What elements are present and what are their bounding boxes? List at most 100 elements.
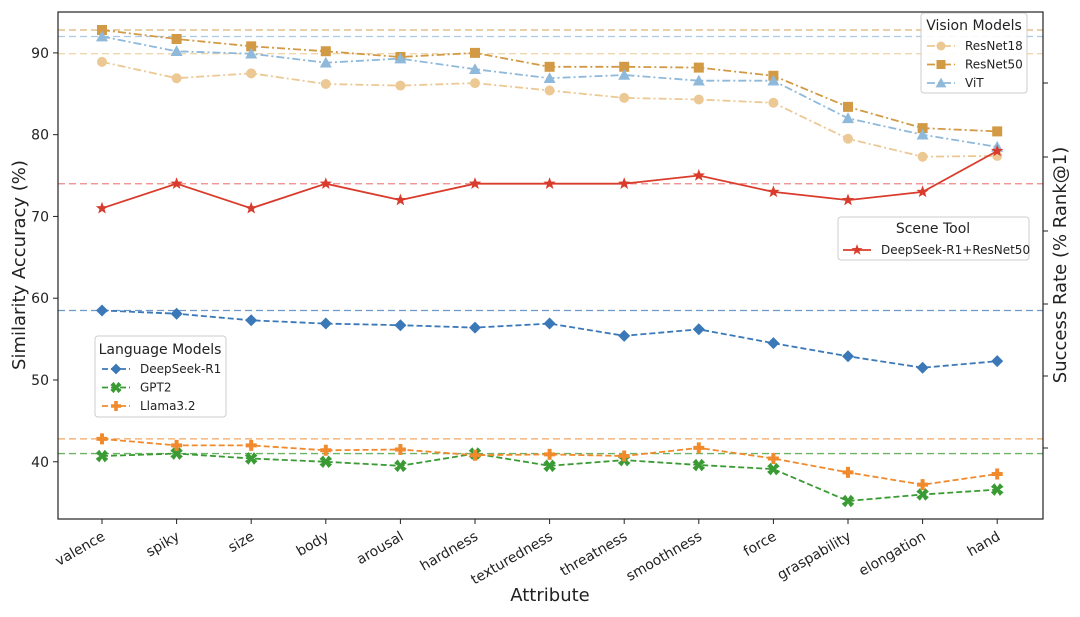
y-axis-title: Similarity Accuracy (%) — [9, 160, 30, 370]
legend-swatch-marker — [110, 363, 122, 375]
x-tick-label: texturedness — [468, 529, 555, 589]
series-resnet50 — [97, 24, 1003, 137]
series-llama3-2 — [96, 433, 1003, 491]
y-tick-label: 70 — [31, 209, 49, 225]
data-point — [320, 444, 332, 456]
data-point — [767, 462, 780, 476]
data-point — [319, 177, 332, 189]
data-point — [470, 78, 480, 89]
data-point — [990, 483, 1004, 496]
x-tick-label: size — [226, 529, 258, 556]
data-point — [767, 74, 780, 86]
data-point — [394, 443, 406, 455]
data-point — [394, 193, 407, 206]
legend-scene-tool: Scene Tool DeepSeek-R1+ResNet50 — [837, 216, 1030, 261]
data-point — [843, 101, 853, 112]
data-point — [619, 92, 630, 103]
data-point — [319, 56, 332, 68]
data-point — [842, 466, 854, 478]
data-point — [544, 61, 555, 72]
data-point — [245, 201, 258, 214]
data-point — [767, 185, 780, 198]
series-line — [101, 438, 998, 486]
legend-title: Language Models — [99, 342, 222, 358]
y2-axis — [1043, 82, 1048, 449]
data-point — [842, 350, 854, 363]
data-point — [692, 458, 706, 472]
data-point — [693, 62, 704, 73]
data-point — [320, 78, 331, 89]
data-point — [244, 452, 258, 465]
series-layer — [95, 24, 1004, 508]
data-point — [470, 47, 480, 58]
data-point — [916, 128, 929, 140]
series-vit — [96, 30, 1004, 152]
legend-swatch-marker — [936, 60, 946, 69]
series-resnet18 — [97, 56, 1003, 162]
data-point — [692, 74, 705, 86]
data-point — [320, 46, 331, 57]
legend-entry: ViT — [927, 76, 984, 90]
x-tick-label: threatness — [558, 529, 631, 580]
x-tick-label: spiky — [143, 529, 182, 561]
reference-lines — [58, 29, 1043, 455]
series-deepseek-r1 — [96, 304, 1004, 374]
data-point — [543, 72, 556, 84]
legend-entry: DeepSeek-R1+ResNet50 — [843, 243, 1030, 257]
legend-entry: GPT2 — [102, 381, 172, 395]
y-tick-label: 40 — [31, 455, 49, 471]
data-point — [916, 185, 929, 198]
legend-swatch-marker — [935, 77, 947, 88]
data-point — [544, 85, 555, 96]
x-tick-label: valence — [53, 529, 108, 570]
data-point — [543, 317, 556, 330]
legend-vision-models: Vision Models ResNet18 ResNet50 ViT — [920, 12, 1028, 94]
data-point — [394, 52, 407, 64]
data-point — [992, 126, 1003, 137]
data-point — [544, 448, 556, 460]
data-point — [394, 319, 407, 332]
data-point — [917, 479, 929, 491]
data-point — [468, 177, 482, 189]
legend-label: GPT2 — [140, 381, 172, 395]
legend-label: Llama3.2 — [140, 399, 196, 413]
legend-entry: ResNet18 — [927, 39, 1023, 53]
data-point — [841, 494, 855, 508]
data-point — [543, 177, 556, 189]
legend-swatch-marker — [851, 244, 863, 255]
x-tick-label: force — [741, 529, 780, 560]
legend-language-models: Language Models DeepSeek-R1 GPT2 Llama3.2 — [94, 335, 227, 418]
data-point — [767, 452, 779, 464]
data-point — [170, 177, 183, 189]
legend-title: Scene Tool — [896, 221, 970, 237]
data-point — [469, 449, 481, 461]
data-point — [469, 321, 481, 334]
y-tick-label: 60 — [31, 291, 49, 307]
data-point — [170, 447, 183, 460]
data-point — [469, 63, 481, 75]
data-point — [95, 201, 109, 214]
data-point — [319, 317, 332, 330]
data-point — [991, 144, 1004, 157]
data-point — [543, 459, 556, 473]
x-axis-title: Attribute — [510, 585, 589, 606]
data-point — [171, 33, 182, 44]
data-point — [246, 68, 257, 79]
data-point — [842, 112, 854, 124]
legend-swatch-marker — [111, 401, 121, 411]
plot-frame — [57, 11, 1044, 520]
data-point — [841, 193, 855, 206]
data-point — [618, 450, 630, 462]
data-point — [96, 304, 108, 317]
legend-label: DeepSeek-R1+ResNet50 — [881, 243, 1030, 257]
data-point — [916, 361, 929, 374]
data-point — [96, 433, 108, 445]
data-point — [97, 24, 107, 35]
data-point — [619, 61, 630, 72]
series-deepseek-r1-resnet50 — [95, 144, 1004, 214]
data-point — [245, 314, 258, 327]
data-point — [96, 30, 108, 42]
legend-title: Vision Models — [926, 18, 1022, 34]
data-point — [245, 47, 258, 59]
